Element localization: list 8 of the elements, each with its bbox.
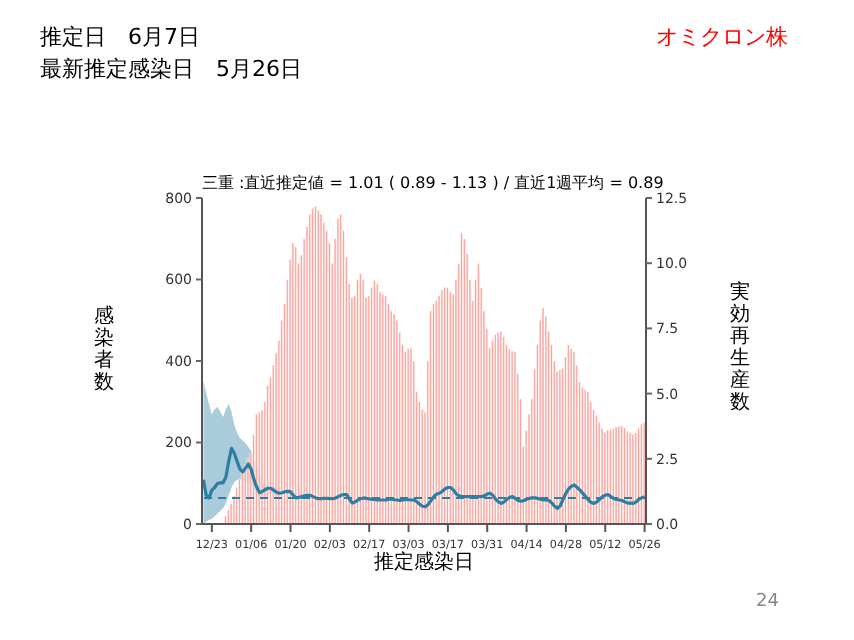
y2-axis-title: 実効再生産数 <box>728 282 752 414</box>
text: 最新推定感染日 5月26日 <box>40 54 302 84</box>
text: オミクロン株 <box>656 22 788 52</box>
chart-title: 三重 :直近推定値 = 1.01 ( 0.89 - 1.13 ) / 直近1週平均 = 0.89 <box>202 172 664 192</box>
x-axis-title: 推定感染日 <box>374 552 474 574</box>
text: 24 <box>756 592 779 612</box>
y-axis-title: 感染者数 <box>92 306 116 394</box>
text: 推定日 6月7日 <box>40 22 200 52</box>
